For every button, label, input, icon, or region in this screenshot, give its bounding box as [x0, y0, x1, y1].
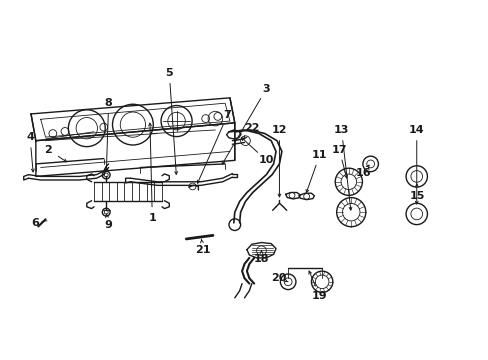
Text: 14: 14 [408, 125, 424, 135]
Text: 7: 7 [223, 110, 231, 120]
Text: 8: 8 [104, 98, 112, 108]
Text: 11: 11 [311, 150, 327, 160]
Text: 15: 15 [409, 191, 424, 201]
Text: 16: 16 [355, 168, 370, 178]
Text: 21: 21 [195, 245, 211, 255]
Text: 17: 17 [331, 145, 346, 155]
Text: 3: 3 [262, 84, 269, 94]
Text: 6: 6 [31, 218, 39, 228]
Text: 2: 2 [44, 145, 52, 155]
Text: 22: 22 [244, 123, 259, 133]
Text: 9: 9 [104, 220, 112, 230]
Text: 1: 1 [148, 212, 156, 222]
Text: 19: 19 [311, 291, 327, 301]
Text: 4: 4 [26, 132, 34, 142]
Text: 10: 10 [258, 156, 273, 165]
Text: 20: 20 [270, 273, 285, 283]
Text: 12: 12 [271, 125, 286, 135]
Text: 18: 18 [253, 253, 269, 264]
Text: 13: 13 [333, 125, 348, 135]
Text: 5: 5 [165, 68, 173, 78]
